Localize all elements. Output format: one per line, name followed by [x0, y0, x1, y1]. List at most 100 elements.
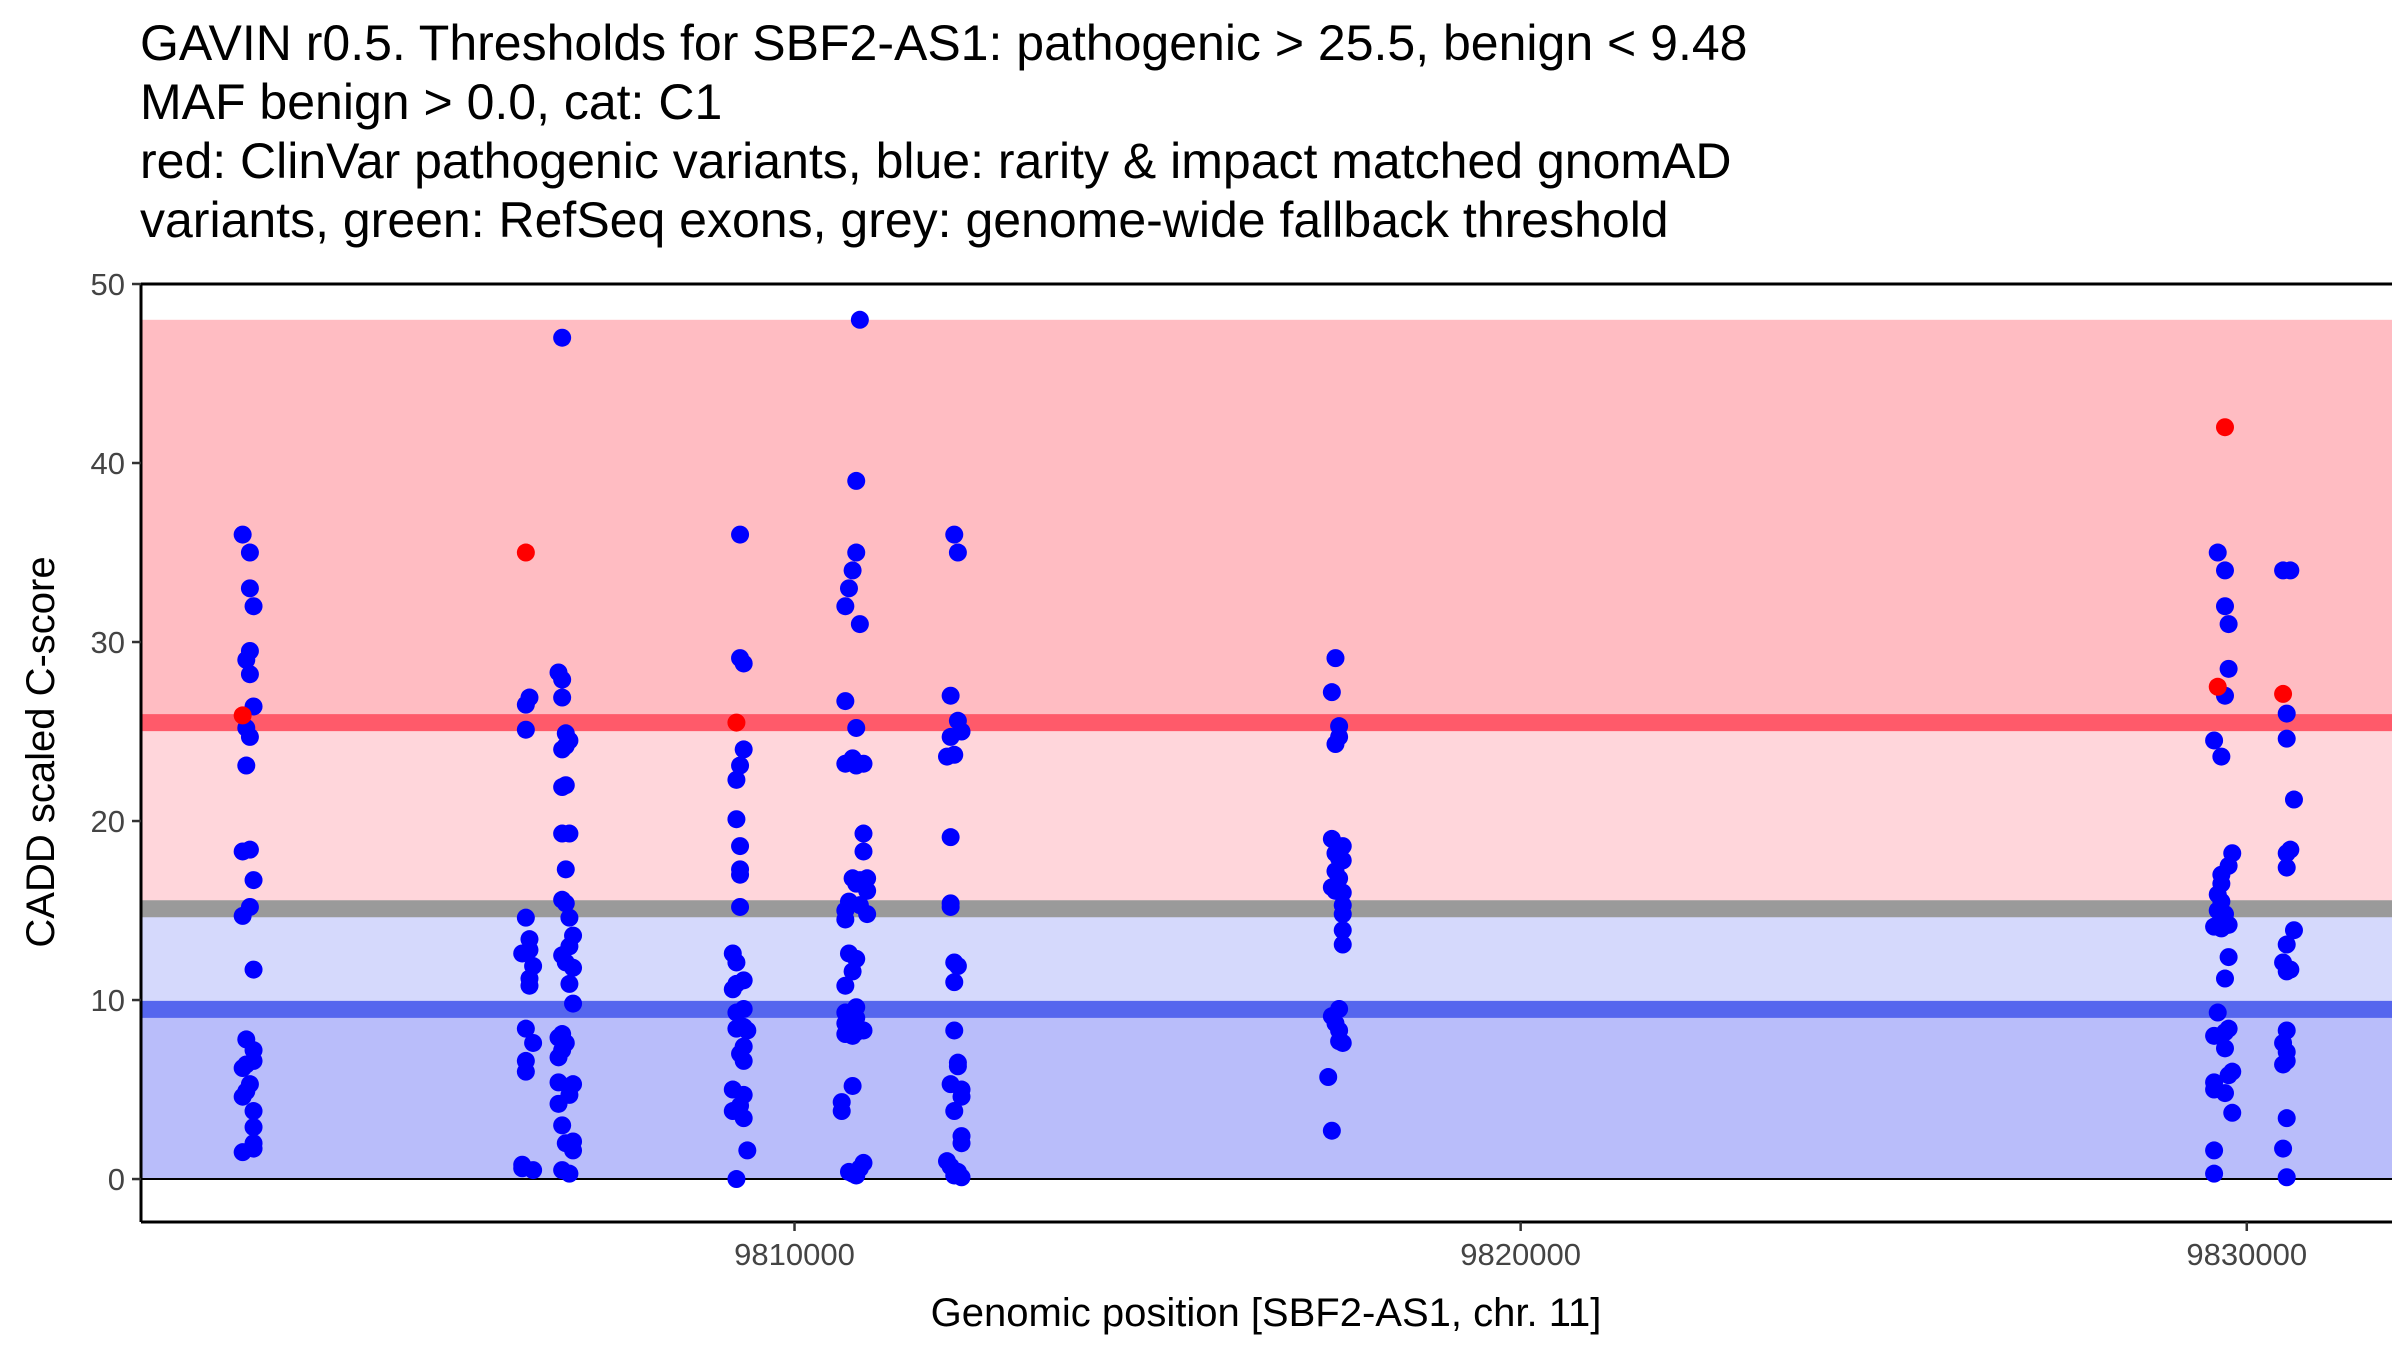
gnomad-point	[847, 1166, 866, 1185]
gnomad-point	[516, 695, 535, 714]
clinvar-point	[516, 543, 535, 562]
gnomad-point	[952, 1087, 971, 1106]
gnomad-point	[524, 1033, 543, 1052]
gnomad-point	[549, 1094, 568, 1113]
gnomad-point	[945, 1021, 964, 1040]
gnomad-point	[2277, 1109, 2296, 1128]
gnomad-point	[553, 328, 572, 347]
gnomad-point	[244, 960, 263, 979]
gnomad-point	[832, 1102, 851, 1121]
gnomad-point	[553, 688, 572, 707]
gnomad-point	[516, 1019, 535, 1038]
gnomad-point	[854, 842, 873, 861]
gnomad-point	[854, 824, 873, 843]
gnomad-point	[1333, 905, 1352, 924]
gnomad-point	[240, 840, 259, 859]
gnomad-point	[727, 1003, 746, 1022]
gnomad-point	[1326, 735, 1345, 754]
threshold-lines	[142, 714, 2392, 1018]
gnomad-point	[553, 1116, 572, 1135]
gnomad-point	[2215, 561, 2234, 580]
gnomad-point	[1322, 1121, 1341, 1140]
gnomad-point	[836, 976, 855, 995]
gnomad-point	[2219, 1066, 2238, 1085]
title-line-3: red: ClinVar pathogenic variants, blue: …	[140, 133, 1732, 189]
pathogenic-zone-band	[142, 319, 2392, 723]
gnomad-point	[945, 973, 964, 992]
intermediate-zone-band	[142, 722, 2392, 909]
gnomad-point	[734, 1109, 753, 1128]
gnomad-point	[2219, 615, 2238, 634]
gnomad-point	[945, 1102, 964, 1121]
gnomad-point	[549, 1048, 568, 1067]
gnomad-point	[2277, 858, 2296, 877]
y-tick-label: 40	[91, 446, 125, 481]
gnomad-point	[2281, 561, 2300, 580]
gnomad-point	[2277, 935, 2296, 954]
gnomad-point	[2219, 948, 2238, 967]
gnomad-point	[2208, 1003, 2227, 1022]
gnomad-point	[2205, 1164, 2224, 1183]
gnomad-point	[843, 561, 862, 580]
gnomad-point	[244, 597, 263, 616]
gnomad-point	[564, 994, 583, 1013]
gnomad-point	[948, 1057, 967, 1076]
gnomad-point	[738, 1021, 757, 1040]
gnomad-point	[553, 778, 572, 797]
gnomad-point	[727, 810, 746, 829]
gnomad-point	[516, 1062, 535, 1081]
gnomad-point	[843, 962, 862, 981]
gnomad-point	[731, 865, 750, 884]
gnomad-point	[240, 543, 259, 562]
gnomad-point	[738, 1141, 757, 1160]
gnomad-point	[858, 905, 877, 924]
gnomad-point	[244, 1118, 263, 1137]
gnomad-point	[553, 740, 572, 759]
gnomad-point	[1322, 683, 1341, 702]
gnomad-point	[952, 1134, 971, 1153]
gnomad-point	[520, 976, 539, 995]
gnomad-point	[836, 692, 855, 711]
gnomad-point	[237, 650, 256, 669]
gnomad-point	[2277, 1168, 2296, 1187]
gnomad-point	[847, 718, 866, 737]
gnomad-point	[240, 579, 259, 598]
gnomad-point	[847, 543, 866, 562]
title-line-1: GAVIN r0.5. Thresholds for SBF2-AS1: pat…	[140, 15, 1748, 71]
gnomad-point	[513, 944, 532, 963]
gnomad-point	[731, 525, 750, 544]
gnomad-point	[941, 828, 960, 847]
gnomad-point	[1333, 1033, 1352, 1052]
gnomad-point	[854, 1021, 873, 1040]
gnomad-point	[2274, 1139, 2293, 1158]
gnomad-point	[240, 665, 259, 684]
gnomad-point	[2219, 659, 2238, 678]
gnomad-point	[723, 980, 742, 999]
gnomad-point	[858, 869, 877, 888]
gnomad-point	[553, 824, 572, 843]
gnomad-point	[2284, 790, 2303, 809]
gnomad-point	[2212, 919, 2231, 938]
gnomad-point	[240, 727, 259, 746]
gnomad-point	[556, 860, 575, 879]
x-tick-label: 9810000	[734, 1237, 855, 1272]
gnomad-point	[2277, 729, 2296, 748]
gnomad-point	[854, 754, 873, 773]
gnomad-point	[560, 974, 579, 993]
gnomad-point	[1326, 649, 1345, 668]
clinvar-point	[233, 706, 252, 725]
gnomad-point	[2277, 704, 2296, 723]
gnomad-point	[553, 670, 572, 689]
gnomad-point	[731, 897, 750, 916]
gnomad-point	[1333, 883, 1352, 902]
gnomad-point	[556, 894, 575, 913]
gnomad-point	[734, 740, 753, 759]
intermediate-benign-zone-band	[142, 908, 2392, 1010]
gnomad-point	[244, 871, 263, 890]
threshold-bands	[142, 319, 2392, 1180]
x-tick-label: 9820000	[1460, 1237, 1581, 1272]
gnomad-point	[2215, 1084, 2234, 1103]
gnomad-point	[858, 881, 877, 900]
gnomad-point	[948, 543, 967, 562]
